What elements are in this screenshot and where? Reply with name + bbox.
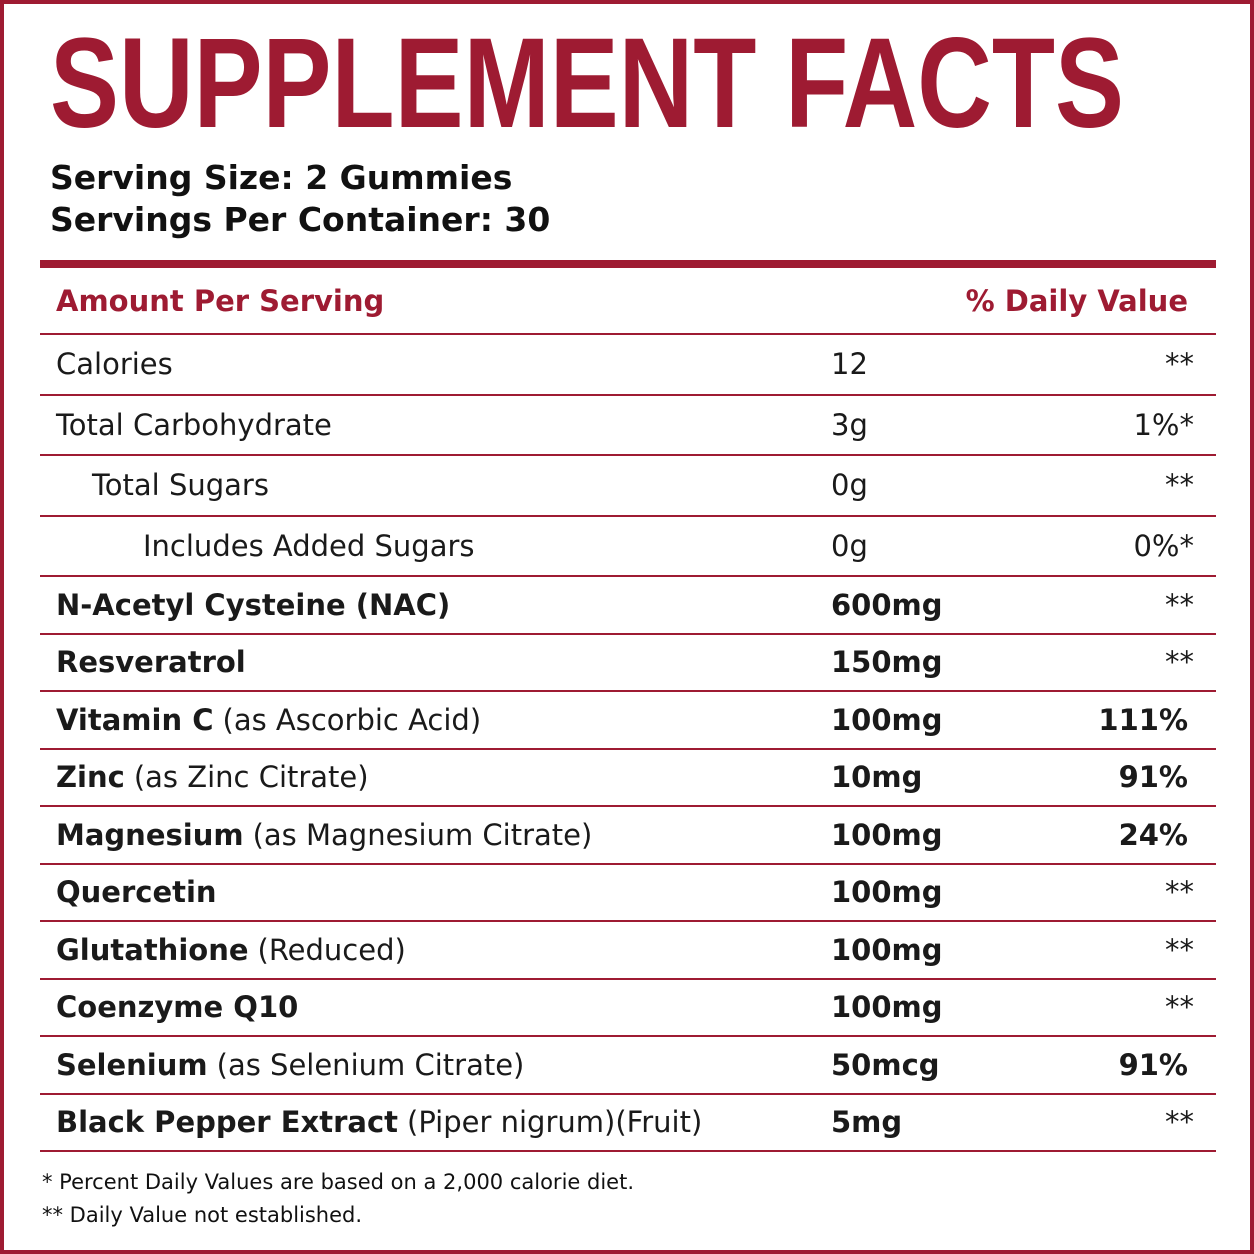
title: SUPPLEMENT FACTS <box>50 12 1124 154</box>
row-label: Glutathione (Reduced) <box>56 930 406 970</box>
row-rule <box>40 1035 1216 1037</box>
nutrient-detail: (as Selenium Citrate) <box>216 1047 525 1082</box>
dv-header: % Daily Value <box>965 284 1188 318</box>
row-rule <box>40 333 1216 335</box>
nutrient-name: Black Pepper Extract <box>56 1105 398 1140</box>
daily-value: 91% <box>1118 760 1188 795</box>
row-label: Total Sugars <box>92 465 269 505</box>
amount-header: Amount Per Serving <box>56 284 385 318</box>
amount: 100mg <box>831 990 943 1025</box>
row-label: Selenium (as Selenium Citrate) <box>56 1045 524 1085</box>
amount: 3g <box>831 407 868 442</box>
row-label: Coenzyme Q10 <box>56 987 298 1027</box>
nutrient-name: Quercetin <box>56 875 217 910</box>
daily-value: ** <box>1165 468 1194 503</box>
nutrient-name: Coenzyme Q10 <box>56 990 299 1025</box>
nutrient-name: Glutathione <box>56 932 249 967</box>
daily-value: ** <box>1165 932 1194 967</box>
row-rule <box>40 862 1216 865</box>
row-rule <box>40 690 1216 692</box>
nutrient-name: Includes Added Sugars <box>143 528 475 563</box>
amount: 0g <box>831 468 868 503</box>
amount: 50mcg <box>831 1047 940 1082</box>
row-label: Total Carbohydrate <box>56 405 332 445</box>
row-label: Zinc (as Zinc Citrate) <box>56 757 369 797</box>
nutrient-name: Zinc <box>56 760 125 795</box>
amount: 100mg <box>831 817 943 852</box>
amount: 5mg <box>831 1105 903 1140</box>
nutrient-name: N-Acetyl Cysteine (NAC) <box>56 587 451 622</box>
thick-rule <box>40 260 1216 268</box>
daily-value: 0%* <box>1133 528 1194 563</box>
servings-per-container: Servings Per Container: 30 <box>50 200 551 239</box>
daily-value: 1%* <box>1133 407 1194 442</box>
nutrient-name: Calories <box>56 347 173 382</box>
footnote: ** Daily Value not established. <box>42 1203 363 1227</box>
daily-value: 91% <box>1118 1047 1188 1082</box>
row-rule <box>40 575 1216 577</box>
daily-value: 111% <box>1098 702 1188 737</box>
daily-value: ** <box>1165 347 1194 382</box>
nutrient-name: Vitamin C <box>56 702 214 737</box>
row-rule <box>40 805 1216 807</box>
nutrient-detail: (as Zinc Citrate) <box>133 760 369 795</box>
row-rule <box>40 1150 1216 1152</box>
nutrient-detail: (Reduced) <box>257 932 406 967</box>
daily-value: ** <box>1165 990 1194 1025</box>
nutrient-name: Total Sugars <box>92 468 269 503</box>
row-rule <box>40 454 1216 456</box>
row-rule <box>40 747 1216 750</box>
amount: 0g <box>831 528 868 563</box>
row-label: Quercetin <box>56 872 217 912</box>
row-rule <box>40 977 1216 980</box>
row-label: Magnesium (as Magnesium Citrate) <box>56 815 592 855</box>
nutrient-detail: (as Ascorbic Acid) <box>222 702 482 737</box>
row-rule <box>40 920 1216 922</box>
nutrient-name: Total Carbohydrate <box>56 407 332 442</box>
amount: 100mg <box>831 932 943 967</box>
row-label: Vitamin C (as Ascorbic Acid) <box>56 700 481 740</box>
nutrient-detail: (as Magnesium Citrate) <box>252 817 593 852</box>
daily-value: ** <box>1165 587 1194 622</box>
daily-value: ** <box>1165 645 1194 680</box>
daily-value: 24% <box>1118 817 1188 852</box>
nutrient-name: Magnesium <box>56 817 244 852</box>
daily-value: ** <box>1165 1105 1194 1140</box>
nutrient-name: Selenium <box>56 1047 208 1082</box>
amount: 150mg <box>831 645 943 680</box>
nutrient-detail: (Piper nigrum)(Fruit) <box>407 1105 703 1140</box>
daily-value: ** <box>1165 875 1194 910</box>
amount: 12 <box>831 347 868 382</box>
serving-size: Serving Size: 2 Gummies <box>50 158 513 197</box>
title-svg: SUPPLEMENT FACTS <box>50 12 1124 154</box>
row-rule <box>40 632 1216 635</box>
row-label: Calories <box>56 344 173 384</box>
row-label: Includes Added Sugars <box>143 526 475 566</box>
amount: 10mg <box>831 760 923 795</box>
footnote: * Percent Daily Values are based on a 2,… <box>42 1170 634 1194</box>
row-label: Black Pepper Extract (Piper nigrum)(Fruit… <box>56 1102 702 1142</box>
row-rule <box>40 514 1216 517</box>
amount: 600mg <box>831 587 943 622</box>
row-label: N-Acetyl Cysteine (NAC) <box>56 585 450 625</box>
amount: 100mg <box>831 875 943 910</box>
row-label: Resveratrol <box>56 642 246 682</box>
row-rule <box>40 393 1216 396</box>
amount: 100mg <box>831 702 943 737</box>
nutrient-name: Resveratrol <box>56 645 246 680</box>
row-rule <box>40 1092 1216 1095</box>
